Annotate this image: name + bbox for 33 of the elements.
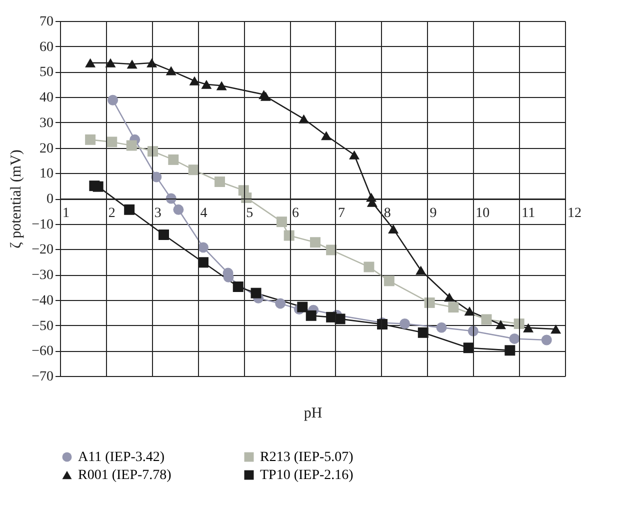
x-tick-label: 1	[62, 206, 70, 221]
y-tick-label: −60	[32, 344, 54, 360]
y-tick-label: −50	[32, 318, 54, 334]
y-tick-label: 40	[40, 90, 54, 106]
y-tick-label: 10	[40, 166, 54, 182]
y-tick-label: 0	[46, 192, 54, 207]
legend-label: R001 (IEP-7.78)	[78, 468, 172, 483]
x-tick-label: 5	[246, 206, 254, 221]
x-tick-label: 3	[154, 206, 162, 221]
y-tick-label: −30	[32, 268, 54, 284]
x-tick-label: 9	[430, 206, 437, 221]
y-tick-label: 70	[40, 14, 54, 30]
y-axis-title: ζ potential (mV)	[8, 150, 25, 248]
y-tick-label: −70	[32, 370, 54, 384]
legend-label: R213 (IEP-5.07)	[260, 450, 354, 465]
y-tick-label: 50	[40, 65, 54, 80]
y-tick-label: −10	[32, 217, 54, 232]
x-tick-label: 7	[338, 206, 345, 221]
legend-label: A11 (IEP-3.42)	[78, 450, 165, 465]
y-tick-label: 20	[40, 141, 54, 156]
x-tick-label: 12	[568, 206, 582, 221]
x-tick-label: 10	[476, 206, 490, 221]
x-axis-title: pH	[304, 406, 322, 422]
x-tick-label: 11	[522, 206, 536, 221]
x-tick-label: 2	[108, 206, 116, 221]
y-tick-label: 30	[40, 116, 54, 131]
x-tick-label: 6	[292, 206, 300, 221]
y-tick-label: −20	[32, 242, 54, 258]
y-tick-label: 60	[40, 40, 54, 55]
legend-label: TP10 (IEP-2.16)	[260, 468, 354, 483]
x-tick-label: 4	[200, 206, 208, 221]
y-tick-label: −40	[32, 293, 54, 308]
x-tick-label: 8	[384, 206, 391, 221]
